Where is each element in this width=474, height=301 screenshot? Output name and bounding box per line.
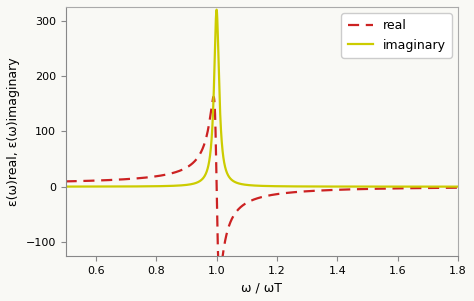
X-axis label: ω / ωT: ω / ωT <box>241 281 283 294</box>
real <box>211 95 217 98</box>
real <box>209 102 215 106</box>
imaginary <box>212 64 218 68</box>
imaginary <box>214 8 219 11</box>
Line: imaginary: imaginary <box>65 10 458 187</box>
imaginary <box>63 185 68 188</box>
Legend: real, imaginary: real, imaginary <box>341 13 452 58</box>
Y-axis label: ε(ω)real, ε(ω)imaginary: ε(ω)real, ε(ω)imaginary <box>7 57 20 206</box>
real <box>456 186 461 190</box>
Line: real: real <box>65 97 458 274</box>
imaginary <box>209 132 215 135</box>
real <box>209 101 215 105</box>
imaginary <box>456 185 461 188</box>
imaginary <box>209 131 215 135</box>
real <box>295 190 301 194</box>
imaginary <box>295 185 301 188</box>
real <box>208 111 214 114</box>
real <box>63 180 68 183</box>
real <box>212 101 218 104</box>
imaginary <box>209 130 215 134</box>
imaginary <box>208 147 214 150</box>
real <box>217 272 222 275</box>
real <box>209 102 215 106</box>
